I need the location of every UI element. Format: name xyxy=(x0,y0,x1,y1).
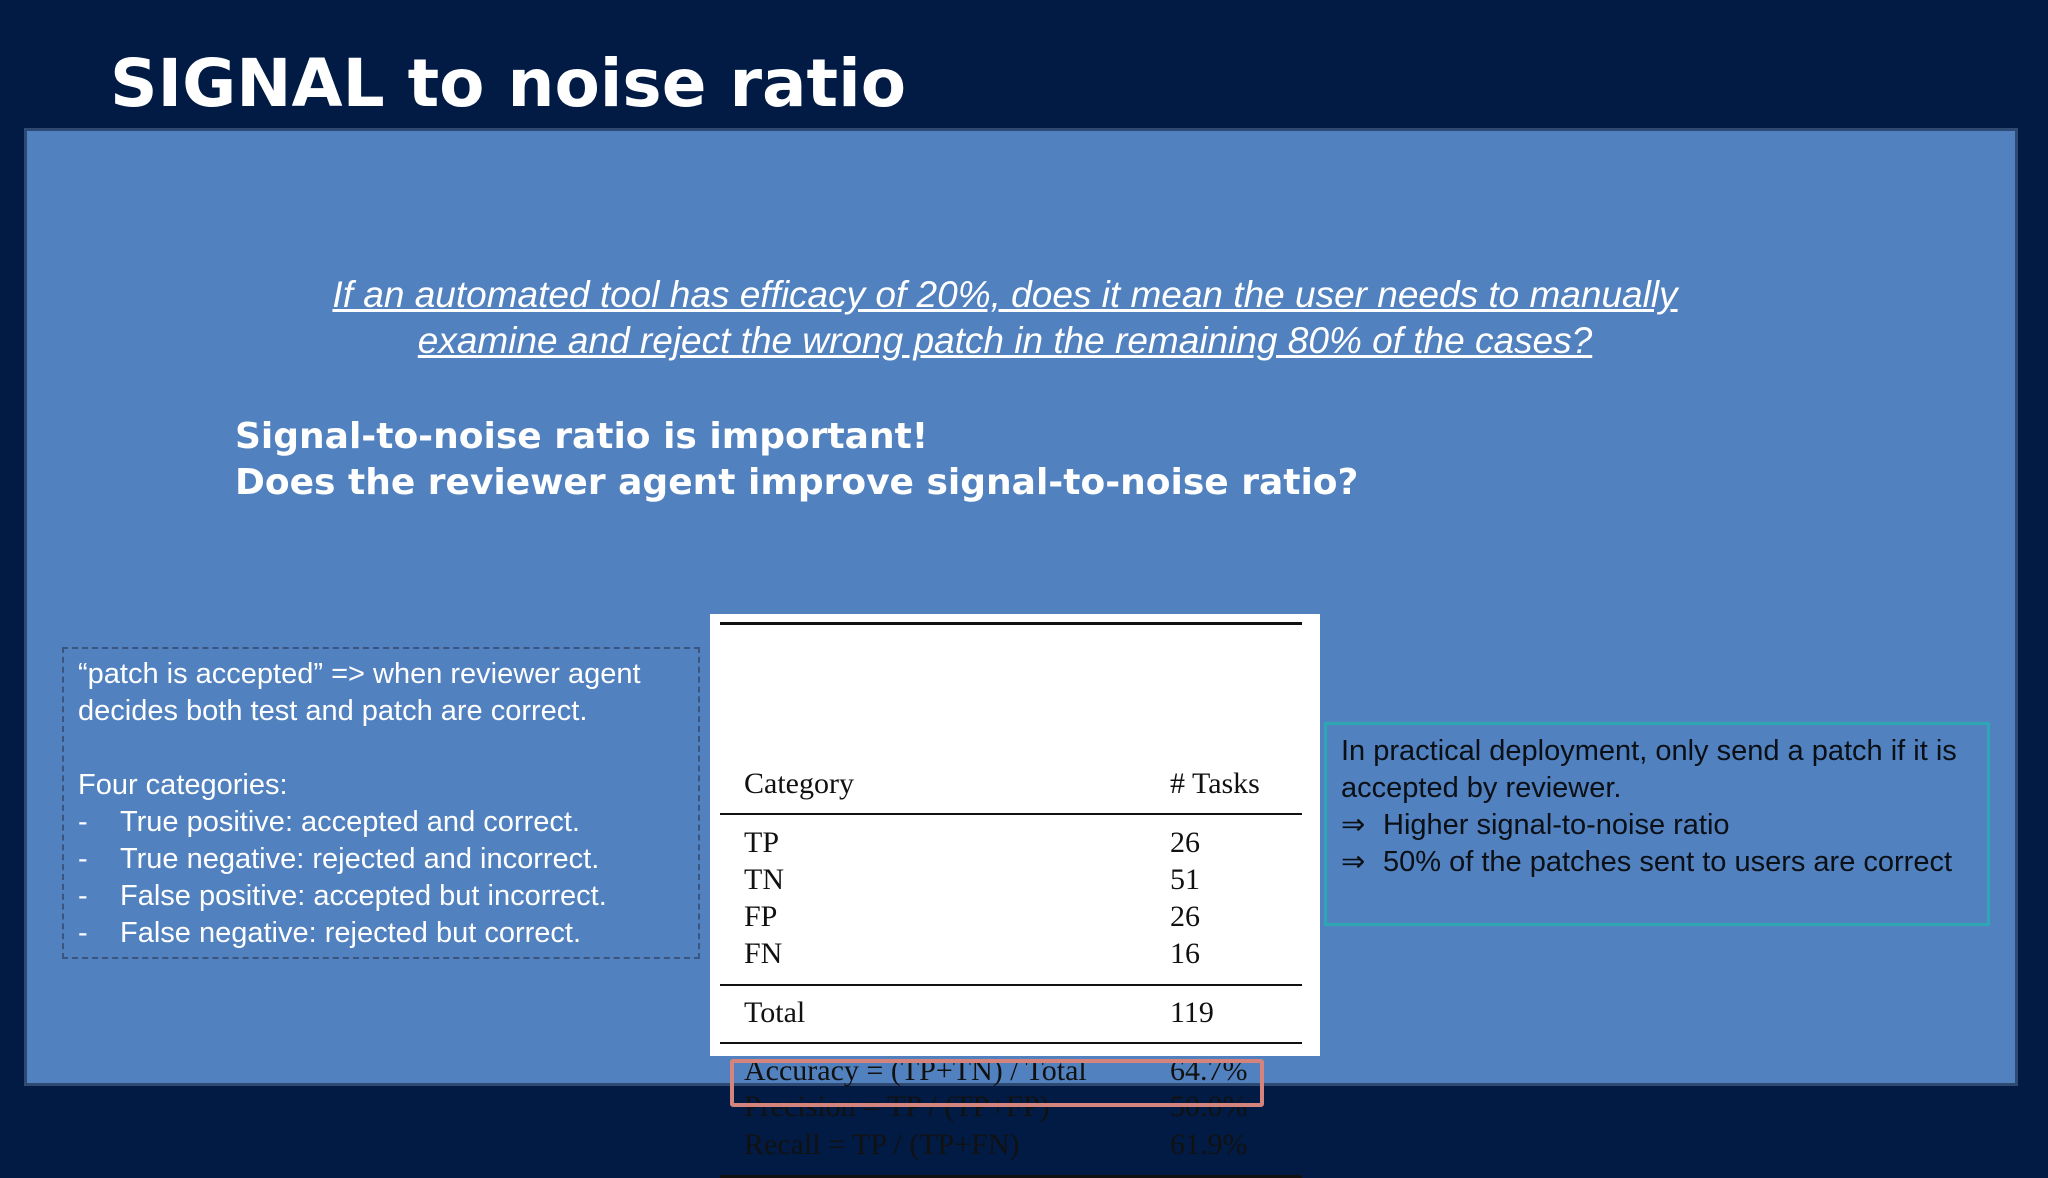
table-header-rule xyxy=(720,813,1302,815)
emphasis-line-1: Signal-to-noise ratio is important! xyxy=(235,416,929,457)
bullet-marker: - xyxy=(78,880,88,912)
category-bullet: - False positive: accepted but incorrect… xyxy=(78,878,684,915)
accuracy-highlight-box xyxy=(730,1059,1264,1107)
header-tasks: # Tasks xyxy=(1170,767,1260,800)
table-total-rule xyxy=(720,984,1302,986)
bullet-text: True positive: accepted and correct. xyxy=(120,806,580,838)
conclusion-point-text: Higher signal-to-noise ratio xyxy=(1383,809,1730,841)
row-tasks-tp: 26 xyxy=(1170,826,1200,859)
question-line-1: If an automated tool has efficacy of 20%… xyxy=(332,274,1678,315)
emphasis-text: Signal-to-noise ratio is important! Does… xyxy=(235,414,1358,506)
table-top-rule xyxy=(720,622,1302,625)
implies-arrow-icon: ⇒ xyxy=(1341,846,1366,878)
table-metrics-rule xyxy=(720,1042,1302,1044)
row-category-tn: TN xyxy=(744,863,784,896)
question-text: If an automated tool has efficacy of 20%… xyxy=(190,272,1820,364)
conclusion-point: ⇒ 50% of the patches sent to users are c… xyxy=(1341,844,1973,881)
row-tasks-fp: 26 xyxy=(1170,900,1200,933)
question-line-2: examine and reject the wrong patch in th… xyxy=(417,320,1593,361)
definition-box: “patch is accepted” => when reviewer age… xyxy=(62,647,700,959)
emphasis-line-2: Does the reviewer agent improve signal-t… xyxy=(235,462,1359,503)
definition-intro: “patch is accepted” => when reviewer age… xyxy=(78,658,641,727)
metric-recall-value: 61.9% xyxy=(1170,1128,1248,1161)
bullet-text: False positive: accepted but incorrect. xyxy=(120,880,607,912)
row-tasks-fn: 16 xyxy=(1170,937,1200,970)
row-category-fp: FP xyxy=(744,900,778,933)
header-category: Category xyxy=(744,767,854,800)
conclusion-point: ⇒ Higher signal-to-noise ratio xyxy=(1341,807,1973,844)
conclusion-box: In practical deployment, only send a pat… xyxy=(1324,722,1990,926)
slide-title: SIGNAL to noise ratio xyxy=(110,45,907,122)
conclusion-intro: In practical deployment, only send a pat… xyxy=(1341,735,1957,804)
results-table-card: Category # Tasks TP 26 TN 51 FP 26 FN 16… xyxy=(710,614,1320,1178)
total-tasks: 119 xyxy=(1170,996,1214,1029)
category-bullet: - True positive: accepted and correct. xyxy=(78,804,684,841)
bullet-marker: - xyxy=(78,843,88,875)
row-category-tp: TP xyxy=(744,826,780,859)
bullet-text: True negative: rejected and incorrect. xyxy=(120,843,600,875)
metric-recall-label: Recall = TP / (TP+FN) xyxy=(744,1128,1020,1161)
row-category-fn: FN xyxy=(744,937,783,970)
bullet-marker: - xyxy=(78,917,88,949)
conclusion-point-text: 50% of the patches sent to users are cor… xyxy=(1383,846,1953,878)
categories-heading: Four categories: xyxy=(78,769,288,801)
implies-arrow-icon: ⇒ xyxy=(1341,809,1366,841)
category-bullet: - True negative: rejected and incorrect. xyxy=(78,841,684,878)
bullet-text: False negative: rejected but correct. xyxy=(120,917,582,949)
total-category: Total xyxy=(744,996,806,1029)
row-tasks-tn: 51 xyxy=(1170,863,1200,896)
bullet-marker: - xyxy=(78,806,88,838)
category-bullet: - False negative: rejected but correct. xyxy=(78,915,684,952)
